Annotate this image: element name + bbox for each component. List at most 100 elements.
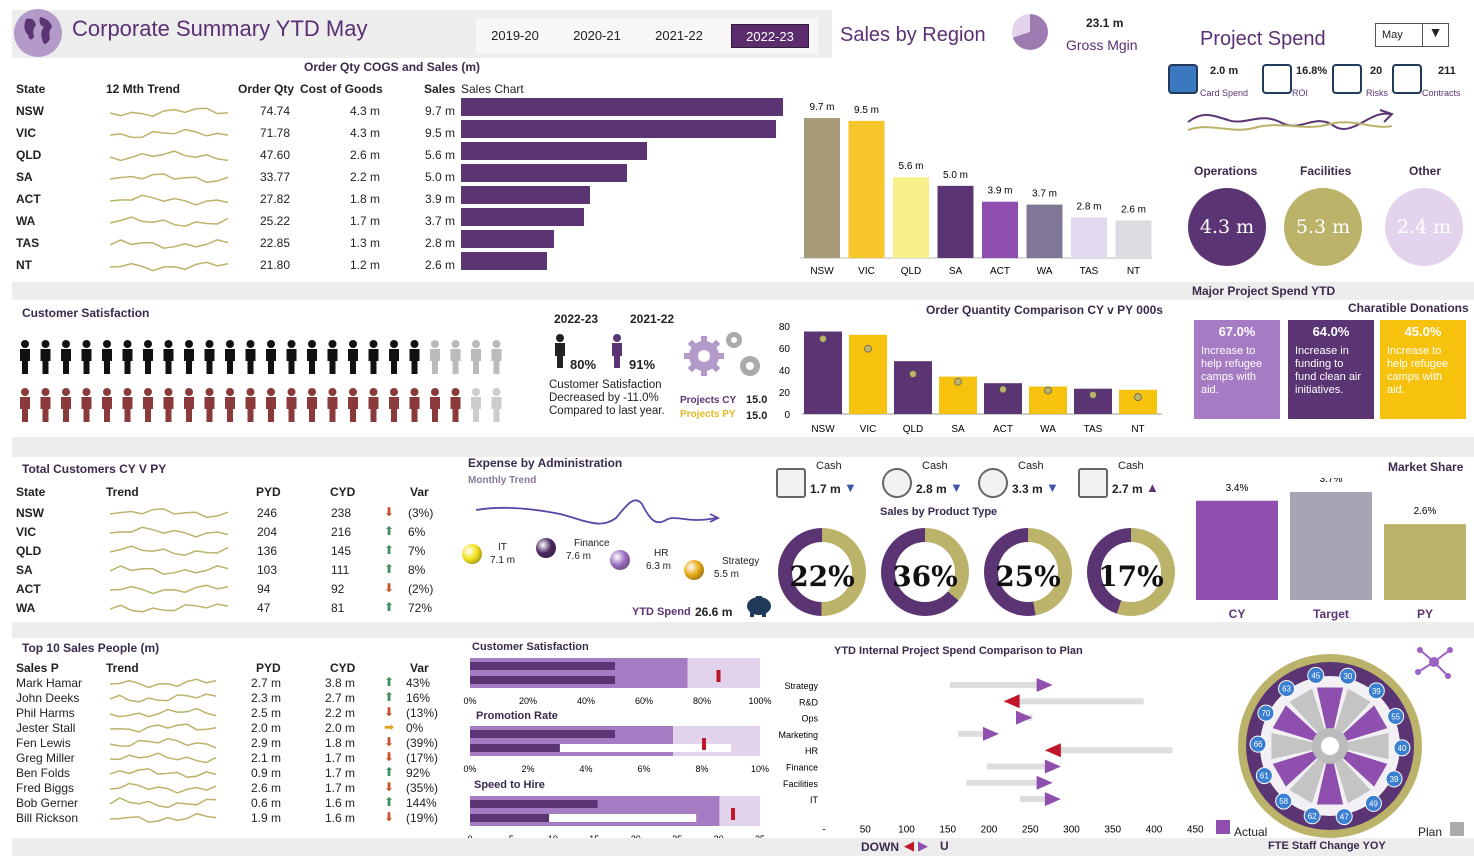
dollar-cycle-icon xyxy=(882,468,912,498)
order-qty-tick-label: SA xyxy=(951,424,965,435)
bullet-tick: 80% xyxy=(693,696,711,706)
product-pct: 22% xyxy=(789,560,855,593)
charity-pct: 67.0% xyxy=(1218,324,1256,339)
chevron-down-icon[interactable]: ▼ xyxy=(1422,24,1448,46)
customer-state: QLD xyxy=(16,544,42,558)
arrow-up-icon: ⬆ xyxy=(384,795,395,809)
fte-node-value: 66 xyxy=(1254,740,1263,749)
person-icon xyxy=(81,388,92,422)
band-4 xyxy=(12,622,1474,638)
product-pct: 17% xyxy=(1098,560,1164,593)
customer-state: SA xyxy=(16,563,33,577)
bullet-marker xyxy=(702,738,706,750)
customer-var: 8% xyxy=(408,563,426,577)
sales-person-name: Jester Stall xyxy=(16,721,76,735)
market-share-value: 3.4% xyxy=(1226,483,1249,494)
year-button-2021[interactable]: 2021-22 xyxy=(655,28,703,43)
sales-person-pyd: 1.9 m xyxy=(251,811,282,825)
internal-cat-label: Marketing xyxy=(778,730,818,740)
project-circle: 4.3 m xyxy=(1188,188,1266,266)
person-icon xyxy=(20,340,30,374)
sales-people-header: PYD xyxy=(256,661,281,675)
sales-person-cyd: 1.7 m xyxy=(325,781,356,795)
market-share-value: 2.6% xyxy=(1414,506,1437,517)
piggy-bank-icon xyxy=(747,596,771,617)
state-label: VIC xyxy=(16,126,37,140)
region-bar xyxy=(893,177,929,258)
order-qty-py-marker xyxy=(954,377,962,386)
market-share-value: 3.7% xyxy=(1320,478,1343,485)
internal-tick: - xyxy=(822,824,825,835)
actual-marker-up xyxy=(983,726,999,741)
expense-ball-icon xyxy=(462,544,482,564)
actual-marker-down xyxy=(1044,743,1061,758)
plan-bar xyxy=(966,779,1045,786)
month-dropdown[interactable]: May ▼ xyxy=(1375,23,1449,47)
arrow-right-icon: ➡ xyxy=(384,720,395,734)
internal-tick: 100 xyxy=(898,824,915,835)
state-table-header: Cost of Goods xyxy=(300,82,383,96)
bullet-cs-title: Customer Satisfaction xyxy=(472,641,589,653)
year-button-2022[interactable]: 2022-23 xyxy=(731,24,809,48)
person-icon xyxy=(102,340,112,374)
arrow-down-icon: ⬇ xyxy=(384,581,395,595)
year-button-2019[interactable]: 2019-20 xyxy=(491,28,539,43)
person-icon xyxy=(40,388,51,422)
person-icon xyxy=(266,388,276,422)
person-icon xyxy=(225,340,235,374)
fte-title: FTE Staff Change YOY xyxy=(1268,840,1386,852)
bullet-actual-bar xyxy=(470,730,615,738)
arrow-up-icon: ⬆ xyxy=(384,765,395,779)
cogs-value: 4.3 m xyxy=(350,104,381,118)
sales-value: 2.6 m xyxy=(425,258,456,272)
product-pct: 25% xyxy=(995,560,1061,593)
order-qty-value: 22.85 xyxy=(260,236,291,250)
state-table-header: Order Qty xyxy=(238,82,295,96)
donut-hole xyxy=(998,542,1058,602)
state-label: SA xyxy=(16,170,33,184)
plan-bar xyxy=(1052,747,1173,754)
person-icon xyxy=(307,388,317,422)
internal-tick: 200 xyxy=(981,824,998,835)
customers-title: Total Customers CY V PY xyxy=(22,462,167,476)
fte-node-value: 55 xyxy=(1391,712,1400,721)
fte-node-value: 30 xyxy=(1343,672,1352,681)
expense-item-name: IT xyxy=(498,542,507,553)
bullet-tick: 0% xyxy=(463,696,476,706)
bullet-pr-title: Promotion Rate xyxy=(476,710,558,722)
arrow-down-icon: ⬇ xyxy=(384,705,395,719)
sales-bar xyxy=(461,98,783,116)
order-qty-value: 47.60 xyxy=(260,148,291,162)
trend-sparkline xyxy=(110,565,228,575)
gross-value: 23.1 m xyxy=(1086,16,1124,30)
year-button-2020[interactable]: 2020-21 xyxy=(573,28,621,43)
sales-people-header: Trend xyxy=(106,661,139,675)
person-icon xyxy=(348,388,358,422)
trend-sparkline xyxy=(110,723,216,733)
person-icon xyxy=(40,340,51,374)
trend-sparkline xyxy=(110,693,216,703)
sales-person-var: 0% xyxy=(406,721,424,735)
fte-node-value: 62 xyxy=(1308,812,1317,821)
cy-year: 2022-23 xyxy=(554,312,599,326)
sales-person-var: 43% xyxy=(406,676,431,690)
projects-cy-label: Projects CY xyxy=(680,395,737,406)
sales-person-var: (13%) xyxy=(406,706,439,720)
order-qty-value: 33.77 xyxy=(260,170,291,184)
sales-region-chart: 9.7 m NSW 9.5 m VIC 5.6 m QLD 5.0 m SA 3.9 m ACT 3… xyxy=(800,102,1152,277)
sales-person-pyd: 2.9 m xyxy=(251,736,282,750)
projects-cy-value: 15.0 xyxy=(746,394,768,406)
actual-marker-up xyxy=(1044,759,1061,774)
expense-ball-icon xyxy=(610,550,630,570)
region-tick-label: TAS xyxy=(1080,266,1099,277)
customer-state: NSW xyxy=(16,506,44,520)
fte-node-value: 45 xyxy=(1311,671,1320,680)
trend-sparkline xyxy=(110,216,228,227)
triangle-down-icon: ▼ xyxy=(1046,480,1059,495)
state-table-header: Sales xyxy=(424,82,456,96)
person-icon xyxy=(204,340,215,374)
sales-person-pyd: 2.3 m xyxy=(251,691,282,705)
trend-sparkline xyxy=(110,737,216,749)
trend-sparkline xyxy=(110,678,216,689)
actual-marker-up xyxy=(1044,792,1061,807)
